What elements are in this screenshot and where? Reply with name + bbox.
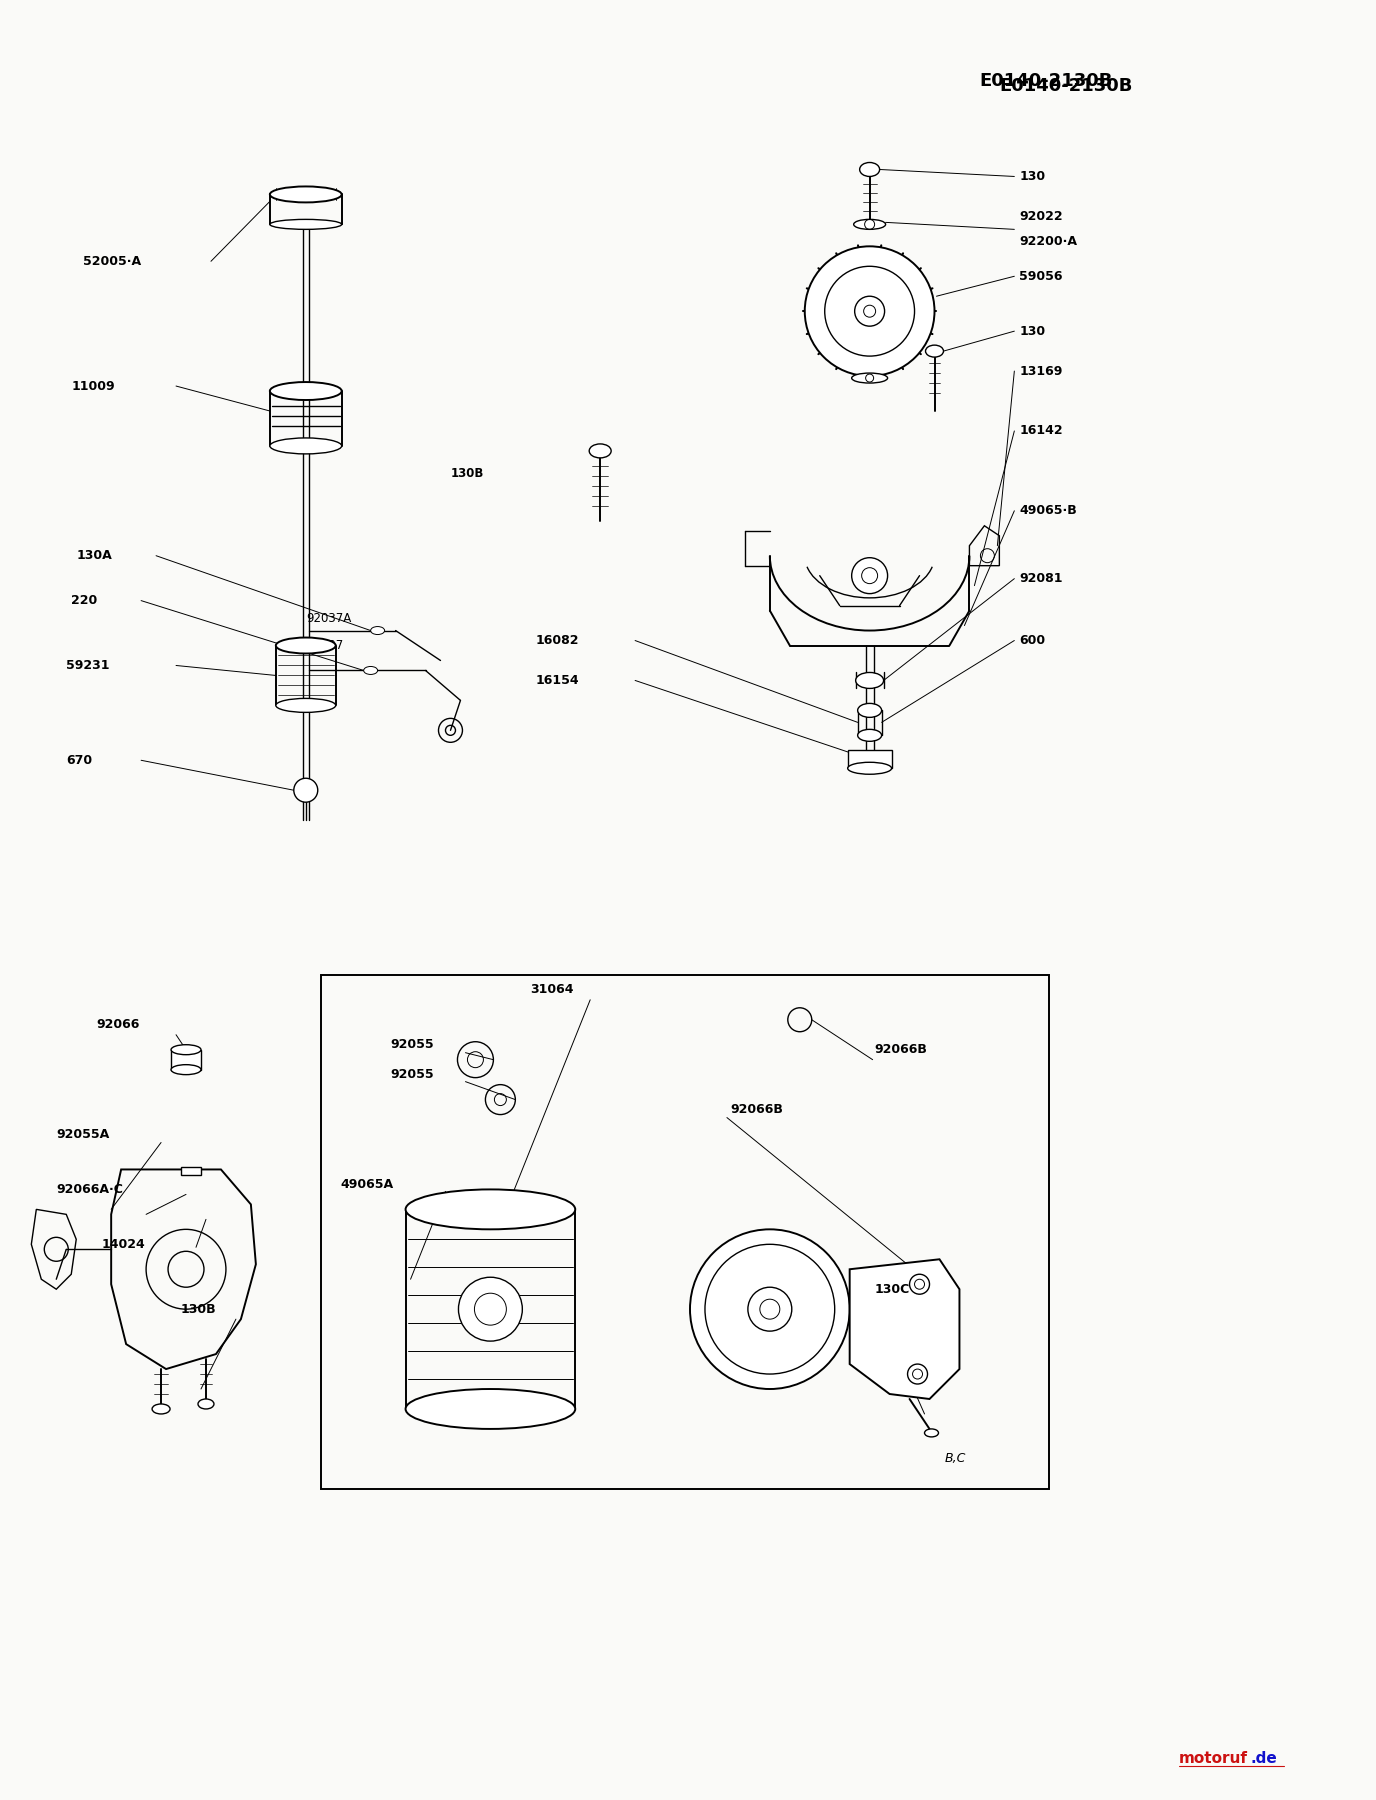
Ellipse shape <box>857 704 882 718</box>
Ellipse shape <box>370 626 385 635</box>
Circle shape <box>294 778 318 803</box>
Text: 11009: 11009 <box>72 380 114 392</box>
Ellipse shape <box>275 637 336 653</box>
Text: 92200·A: 92200·A <box>1020 234 1077 248</box>
Ellipse shape <box>363 666 377 675</box>
Ellipse shape <box>270 187 341 202</box>
Ellipse shape <box>589 445 611 457</box>
Ellipse shape <box>852 373 888 383</box>
Bar <box>182 1168 201 1175</box>
Circle shape <box>458 1278 523 1341</box>
Circle shape <box>749 1287 791 1332</box>
Text: 92066B: 92066B <box>875 1044 927 1057</box>
Ellipse shape <box>153 1404 171 1415</box>
Text: E0140-2130B: E0140-2130B <box>980 72 1113 90</box>
Text: motoruf: motoruf <box>1179 1751 1248 1766</box>
Bar <box>848 751 892 769</box>
Ellipse shape <box>925 1429 938 1436</box>
Text: 16142: 16142 <box>1020 425 1062 437</box>
Text: 600: 600 <box>1020 634 1046 646</box>
Ellipse shape <box>270 220 341 229</box>
Ellipse shape <box>926 346 944 356</box>
Text: 92022: 92022 <box>1020 211 1062 223</box>
Text: 92055: 92055 <box>391 1039 435 1051</box>
Text: 16154: 16154 <box>535 673 579 688</box>
Text: 670: 670 <box>66 754 92 767</box>
Text: E0140-2130B: E0140-2130B <box>999 77 1132 95</box>
Text: 130A: 130A <box>76 549 111 562</box>
Text: 92055A: 92055A <box>56 1129 110 1141</box>
Text: 92081: 92081 <box>1020 572 1062 585</box>
Ellipse shape <box>270 382 341 400</box>
Text: 31064: 31064 <box>530 983 574 997</box>
Text: 49065A: 49065A <box>341 1177 394 1192</box>
Polygon shape <box>849 1260 959 1399</box>
Text: 92037A: 92037A <box>305 612 351 625</box>
Text: 130: 130 <box>1020 169 1046 184</box>
Ellipse shape <box>275 698 336 713</box>
Circle shape <box>824 266 915 356</box>
Text: 130C: 130C <box>875 1283 910 1296</box>
Ellipse shape <box>171 1044 201 1055</box>
Ellipse shape <box>857 729 882 742</box>
Ellipse shape <box>860 162 879 176</box>
Ellipse shape <box>171 1064 201 1075</box>
Text: 52005·A: 52005·A <box>83 256 142 268</box>
Text: B,C: B,C <box>944 1453 966 1465</box>
Text: 92055: 92055 <box>391 1067 435 1082</box>
Ellipse shape <box>406 1390 575 1429</box>
Ellipse shape <box>856 673 883 688</box>
Text: 92066: 92066 <box>96 1019 139 1031</box>
Bar <box>171 1049 201 1069</box>
Ellipse shape <box>270 437 341 454</box>
Text: 59231: 59231 <box>66 659 110 671</box>
Text: .de: .de <box>1251 1751 1277 1766</box>
Text: 220: 220 <box>72 594 98 607</box>
Ellipse shape <box>406 1190 575 1229</box>
Text: 49065·B: 49065·B <box>1020 504 1077 517</box>
Ellipse shape <box>198 1399 213 1409</box>
Text: 92037: 92037 <box>305 639 343 652</box>
Text: 14024: 14024 <box>102 1238 144 1251</box>
Ellipse shape <box>853 220 886 229</box>
Text: 13169: 13169 <box>1020 365 1062 378</box>
Circle shape <box>852 558 888 594</box>
Text: 92066B: 92066B <box>729 1103 783 1116</box>
Circle shape <box>910 1274 930 1294</box>
Circle shape <box>908 1364 927 1384</box>
Circle shape <box>805 247 934 376</box>
Text: 59056: 59056 <box>1020 270 1062 283</box>
Ellipse shape <box>848 761 892 774</box>
Circle shape <box>854 297 885 326</box>
Text: 130B: 130B <box>450 468 484 481</box>
Circle shape <box>689 1229 849 1390</box>
Text: 130: 130 <box>1020 324 1046 338</box>
Text: 130B: 130B <box>182 1303 216 1316</box>
Text: 16082: 16082 <box>535 634 579 646</box>
Bar <box>321 976 1050 1489</box>
Text: 92066A·C: 92066A·C <box>56 1183 124 1195</box>
